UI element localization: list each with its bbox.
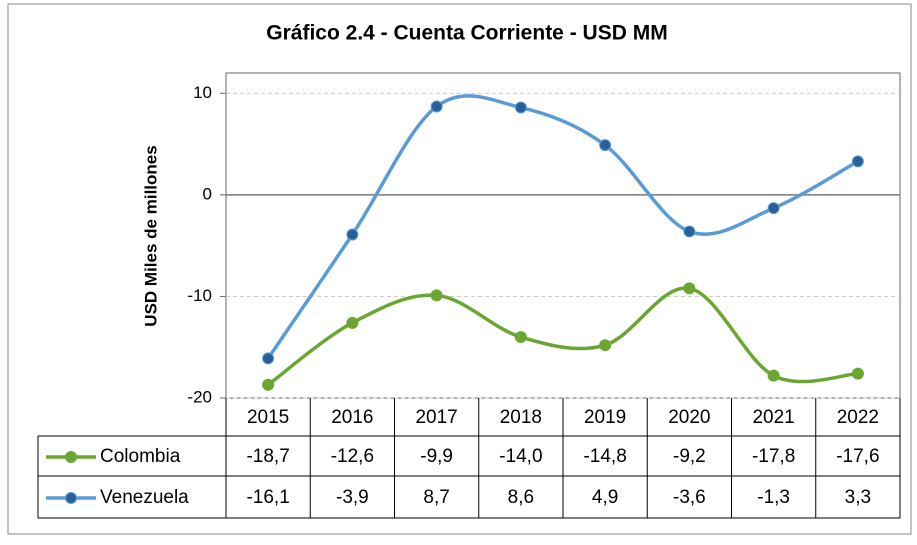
table-value: -12,6 — [331, 446, 374, 467]
y-tick-label: -20 — [187, 387, 212, 406]
table-value: -9,2 — [673, 446, 706, 467]
category-label: 2016 — [331, 407, 373, 428]
marker — [262, 352, 275, 365]
legend-label: Venezuela — [100, 487, 189, 508]
table-value: 8,6 — [508, 487, 534, 508]
marker — [683, 282, 696, 295]
marker — [262, 378, 275, 391]
marker — [851, 155, 864, 168]
table-value: -9,9 — [420, 446, 453, 467]
category-label: 2015 — [247, 407, 289, 428]
marker — [430, 289, 443, 302]
y-tick-label: 10 — [193, 83, 212, 102]
legend-marker — [65, 451, 77, 463]
table-value: 4,9 — [592, 487, 618, 508]
y-tick-label: -10 — [187, 286, 212, 305]
table-value: -17,6 — [836, 446, 879, 467]
series-line — [267, 286, 859, 387]
table-value: 8,7 — [423, 487, 449, 508]
table-value: -3,9 — [336, 487, 369, 508]
table-value: -14,8 — [583, 446, 626, 467]
table-value: -18,7 — [246, 446, 289, 467]
category-label: 2017 — [415, 407, 457, 428]
category-label: 2022 — [837, 407, 879, 428]
chart-title: Gráfico 2.4 - Cuenta Corriente - USD MM — [266, 22, 667, 45]
table-value: -14,0 — [499, 446, 542, 467]
legend-marker — [65, 492, 77, 504]
marker — [514, 331, 527, 344]
marker — [767, 202, 780, 215]
category-label: 2018 — [500, 407, 542, 428]
category-label: 2021 — [752, 407, 794, 428]
marker — [430, 100, 443, 113]
y-tick-label: 0 — [203, 184, 212, 203]
marker — [851, 367, 864, 380]
marker — [346, 316, 359, 329]
table-value: -3,6 — [673, 487, 706, 508]
category-label: 2019 — [584, 407, 626, 428]
marker — [514, 101, 527, 114]
table-value: 3,3 — [845, 487, 871, 508]
table-value: -17,8 — [752, 446, 795, 467]
marker — [599, 339, 612, 352]
category-label: 2020 — [668, 407, 710, 428]
legend-label: Colombia — [100, 446, 181, 467]
y-axis-label: USD Miles de millones — [141, 145, 160, 326]
marker — [346, 228, 359, 241]
marker — [767, 369, 780, 382]
marker — [599, 139, 612, 152]
marker — [683, 225, 696, 238]
table-value: -16,1 — [246, 487, 289, 508]
frame — [7, 3, 912, 535]
table-value: -1,3 — [757, 487, 790, 508]
